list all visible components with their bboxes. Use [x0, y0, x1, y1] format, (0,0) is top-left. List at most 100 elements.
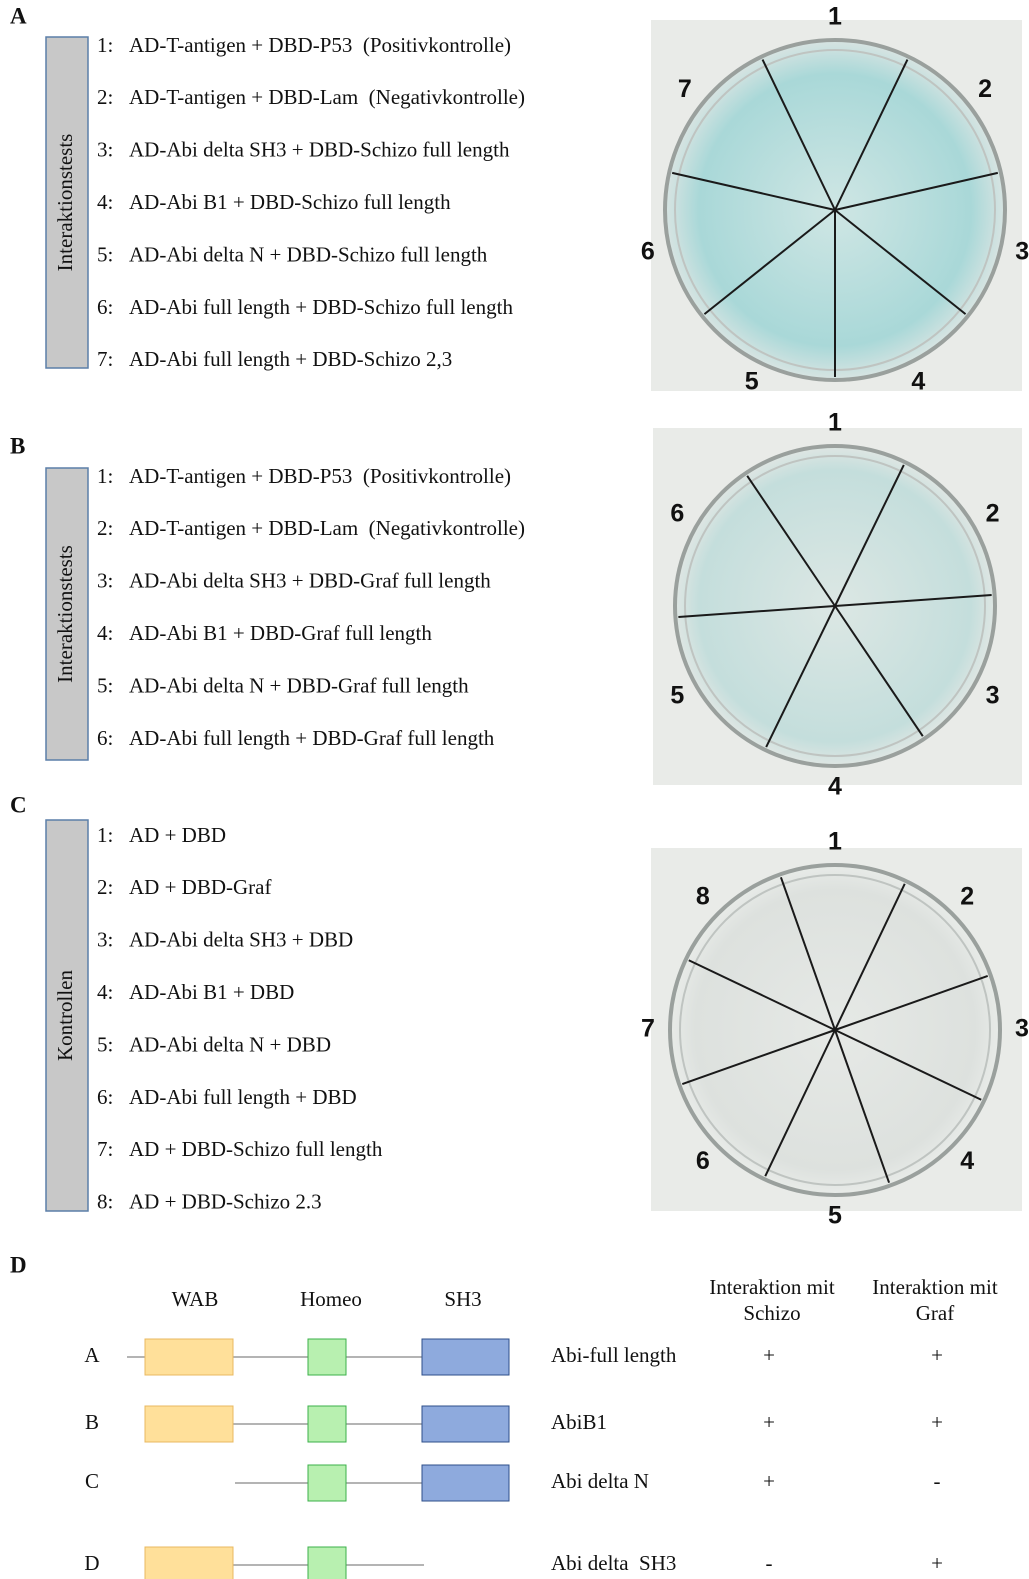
item-text: AD-Abi B1 + DBD-Schizo full length [129, 190, 451, 214]
item-text: AD + DBD [129, 823, 226, 847]
item-text: AD-Abi full length + DBD-Schizo 2,3 [129, 347, 452, 371]
construct-name: AbiB1 [551, 1410, 607, 1434]
item-text: AD + DBD-Graf [129, 875, 271, 899]
column-header: Graf [916, 1301, 954, 1325]
item-number: 2: [97, 85, 113, 109]
plate-number: 1 [828, 409, 842, 437]
item-text: AD-Abi delta SH3 + DBD-Graf full length [129, 569, 491, 593]
column-header: Interaktion mit [872, 1275, 998, 1299]
side-label: Interaktionstests [53, 545, 77, 683]
plate-number: 6 [696, 1147, 710, 1175]
item-text: AD-Abi B1 + DBD-Graf full length [129, 621, 432, 645]
plate-number: 8 [696, 882, 710, 910]
item-text: AD-Abi full length + DBD [129, 1085, 357, 1109]
item-text: AD-Abi delta N + DBD [129, 1032, 331, 1056]
plate-number: 1 [828, 828, 842, 856]
item-number: 2: [97, 516, 113, 540]
graf-result: + [931, 1410, 943, 1434]
item-number: 6: [97, 295, 113, 319]
homeo-domain [308, 1547, 346, 1579]
wab-domain [145, 1406, 233, 1442]
item-number: 1: [97, 823, 113, 847]
homeo-domain [308, 1465, 346, 1501]
item-number: 1: [97, 33, 113, 57]
plate-number: 7 [641, 1015, 655, 1043]
item-text: AD-T-antigen + DBD-Lam (Negativkontrolle… [129, 516, 525, 540]
row-id: B [85, 1410, 99, 1434]
plate-number: 1 [828, 3, 842, 31]
figure: A Interaktionstests 1: AD-T-antigen + DBD-P… [0, 0, 1029, 1579]
item-text: AD-Abi delta N + DBD-Graf full length [129, 673, 469, 697]
item-number: 5: [97, 673, 113, 697]
homeo-domain [308, 1406, 346, 1442]
schizo-result: + [763, 1410, 775, 1434]
panel-letter: B [10, 433, 25, 458]
item-number: 3: [97, 138, 113, 162]
domain-header: SH3 [444, 1287, 481, 1311]
column-header: Interaktion mit [709, 1275, 835, 1299]
item-number: 8: [97, 1190, 113, 1214]
row-id: A [84, 1343, 100, 1367]
row-id: D [84, 1551, 99, 1575]
item-text: AD-Abi B1 + DBD [129, 980, 294, 1004]
side-label: Kontrollen [53, 970, 77, 1061]
plate-number: 6 [641, 237, 655, 265]
column-header: Schizo [743, 1301, 800, 1325]
plate-number: 7 [678, 75, 692, 103]
plate-number: 2 [960, 882, 974, 910]
plate-number: 5 [745, 368, 759, 396]
wab-domain [145, 1547, 233, 1579]
homeo-domain [308, 1339, 346, 1375]
item-number: 7: [97, 347, 113, 371]
construct-name: Abi delta SH3 [551, 1551, 676, 1575]
plate-number: 2 [978, 75, 992, 103]
item-number: 4: [97, 621, 113, 645]
item-number: 2: [97, 875, 113, 899]
item-text: AD-Abi delta SH3 + DBD [129, 928, 353, 952]
panel-letter: A [10, 3, 27, 28]
item-text: AD + DBD-Schizo 2.3 [129, 1190, 322, 1214]
plate-number: 5 [670, 682, 684, 710]
domain-header: Homeo [300, 1287, 362, 1311]
schizo-result: + [763, 1469, 775, 1493]
item-text: AD-T-antigen + DBD-Lam (Negativkontrolle… [129, 85, 525, 109]
item-text: AD-Abi full length + DBD-Graf full lengt… [129, 726, 495, 750]
graf-result: + [931, 1343, 943, 1367]
plate-number: 4 [911, 368, 925, 396]
item-number: 4: [97, 980, 113, 1004]
plate-number: 6 [670, 500, 684, 528]
graf-result: - [934, 1469, 941, 1493]
panel-letter: C [10, 792, 27, 817]
item-number: 6: [97, 1085, 113, 1109]
side-label: Interaktionstests [53, 134, 77, 272]
plate-number: 5 [828, 1202, 842, 1230]
item-text: AD + DBD-Schizo full length [129, 1137, 383, 1161]
item-number: 1: [97, 464, 113, 488]
wab-domain [145, 1339, 233, 1375]
schizo-result: + [763, 1343, 775, 1367]
item-number: 5: [97, 1032, 113, 1056]
panel-letter: D [10, 1252, 27, 1277]
plate-number: 3 [986, 682, 1000, 710]
item-text: AD-Abi delta SH3 + DBD-Schizo full lengt… [129, 138, 510, 162]
schizo-result: - [766, 1551, 773, 1575]
item-text: AD-T-antigen + DBD-P53 (Positivkontrolle… [129, 464, 511, 488]
plate-number: 4 [828, 773, 842, 801]
item-number: 5: [97, 242, 113, 266]
construct-name: Abi delta N [551, 1469, 649, 1493]
plate-number: 4 [960, 1147, 974, 1175]
domain-header: WAB [172, 1287, 219, 1311]
row-id: C [85, 1469, 99, 1493]
sh3-domain [422, 1339, 509, 1375]
item-number: 3: [97, 928, 113, 952]
item-text: AD-T-antigen + DBD-P53 (Positivkontrolle… [129, 33, 511, 57]
graf-result: + [931, 1551, 943, 1575]
item-number: 6: [97, 726, 113, 750]
item-text: AD-Abi full length + DBD-Schizo full len… [129, 295, 513, 319]
plate-number: 3 [1015, 237, 1029, 265]
plate-number: 3 [1015, 1015, 1029, 1043]
sh3-domain [422, 1406, 509, 1442]
item-number: 7: [97, 1137, 113, 1161]
construct-name: Abi-full length [551, 1343, 677, 1367]
sh3-domain [422, 1465, 509, 1501]
